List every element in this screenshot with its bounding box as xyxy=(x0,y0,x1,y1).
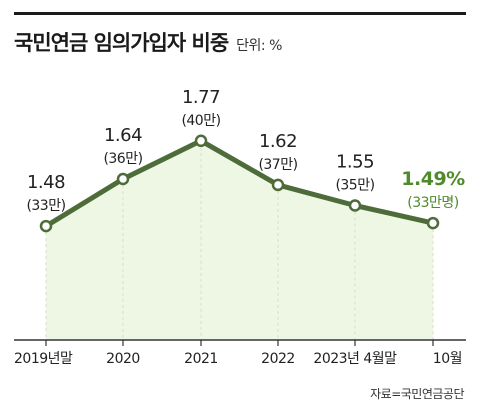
data-label: 1.49% xyxy=(401,168,465,190)
source-note: 자료=국민연금공단 xyxy=(370,387,464,401)
title-row: 국민연금 임의가입자 비중 단위: % xyxy=(14,27,282,57)
data-sublabel: (35만) xyxy=(335,178,374,194)
data-point xyxy=(271,178,285,192)
series-line xyxy=(43,138,436,229)
data-point xyxy=(426,216,440,230)
data-sublabel: (37만) xyxy=(258,157,297,173)
x-tick-label: 2022 xyxy=(261,351,295,367)
data-sublabel: (33만) xyxy=(26,198,65,214)
x-tick-label: 2019년말 xyxy=(14,351,73,367)
data-point xyxy=(39,219,53,233)
data-point xyxy=(116,172,130,186)
data-label: 1.77 xyxy=(182,87,220,108)
x-tick-label: 2023년 4월말 xyxy=(313,351,397,367)
data-label: 1.62 xyxy=(259,131,297,152)
chart-title: 국민연금 임의가입자 비중 xyxy=(14,31,229,55)
unit-label: 단위: % xyxy=(236,38,282,54)
data-point xyxy=(348,199,362,212)
data-label: 1.55 xyxy=(336,152,374,173)
top-rule xyxy=(14,12,466,15)
data-label: 1.48 xyxy=(27,172,65,193)
data-sublabel: (40만) xyxy=(181,113,220,129)
data-sublabel: (36만) xyxy=(103,151,142,167)
data-label: 1.64 xyxy=(104,125,142,146)
x-tick-label: 10월 xyxy=(433,351,462,367)
x-tick-label: 2020 xyxy=(106,351,140,367)
x-tick-label: 2021 xyxy=(184,351,218,367)
data-sublabel: (33만명) xyxy=(407,195,459,211)
area-fill xyxy=(46,140,433,340)
data-point xyxy=(194,134,208,148)
